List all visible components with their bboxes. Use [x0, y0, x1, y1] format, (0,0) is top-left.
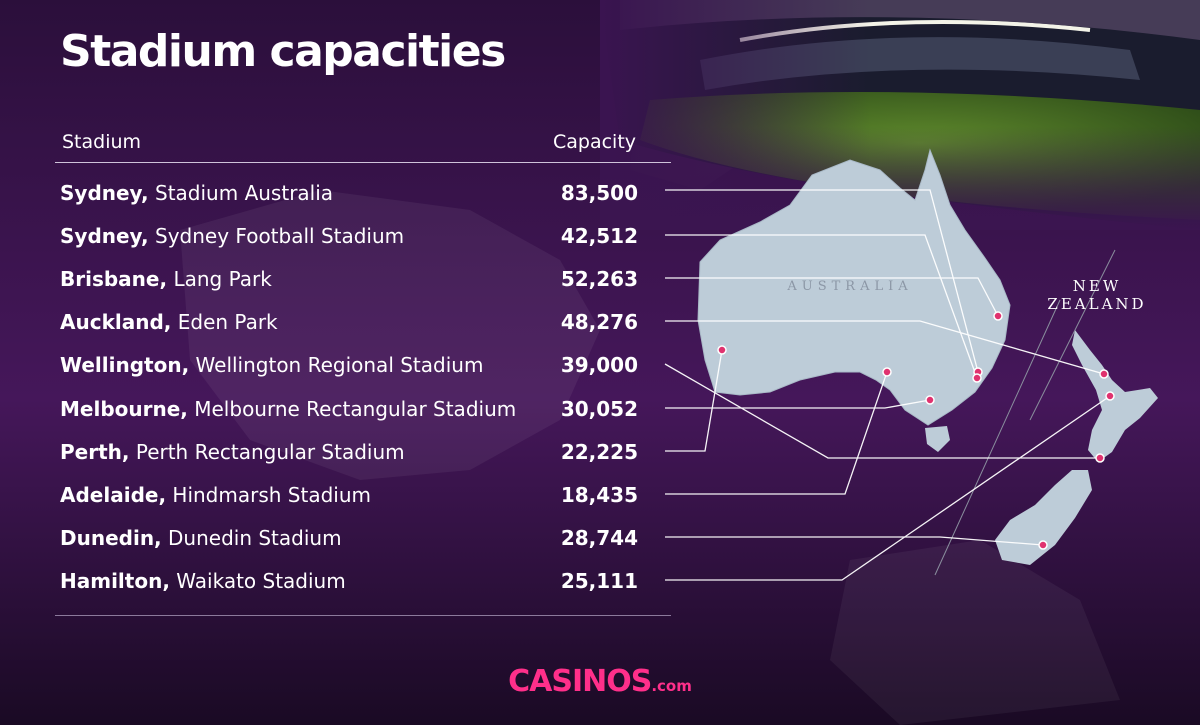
connector-line	[664, 363, 1100, 459]
connector-line	[665, 234, 978, 379]
row-capacity: 39,000	[560, 353, 638, 378]
column-header-stadium: Stadium	[62, 131, 142, 153]
row-city: Dunedin,	[60, 525, 162, 550]
row-capacity: 18,435	[560, 482, 638, 507]
row-city: Perth,	[60, 439, 130, 464]
new-zealand-north-island	[1072, 330, 1158, 462]
row-capacity: 83,500	[560, 181, 638, 205]
marker-auckland	[1099, 369, 1109, 379]
australia-landmass	[697, 148, 1011, 426]
row-city: Adelaide,	[60, 482, 167, 507]
map-boundary-line	[1029, 249, 1116, 421]
row-city: Auckland,	[60, 310, 172, 335]
row-stadium: Wellington Regional Stadium	[195, 353, 484, 378]
faint-landmass	[830, 540, 1120, 725]
table-row: Dunedin, Dunedin Stadium 28,744	[60, 523, 640, 553]
row-capacity: 42,512	[560, 224, 638, 249]
row-stadium: Sydney Football Stadium	[155, 224, 405, 249]
table-row: Sydney, Stadium Australia 83,500	[60, 178, 640, 208]
marker-sydney-football-stadium	[972, 373, 982, 383]
table-row: Hamilton, Waikato Stadium 25,111	[60, 566, 640, 596]
row-stadium: Waikato Stadium	[176, 568, 346, 593]
row-capacity: 25,111	[560, 568, 638, 593]
table-bottom-divider	[55, 615, 671, 616]
row-stadium: Eden Park	[177, 310, 278, 335]
marker-hamilton	[1105, 391, 1115, 401]
brand-tld: .com	[651, 677, 692, 695]
row-capacity: 22,225	[560, 439, 638, 464]
stadium-markers	[717, 311, 1115, 550]
table-row: Melbourne, Melbourne Rectangular Stadium…	[60, 394, 640, 424]
row-city: Sydney,	[60, 224, 149, 249]
brand-name: CASINOS	[508, 664, 652, 699]
row-stadium: Melbourne Rectangular Stadium	[194, 396, 517, 421]
row-stadium: Lang Park	[173, 267, 272, 292]
connector-line	[665, 371, 888, 495]
marker-wellington	[1095, 453, 1105, 463]
row-city: Hamilton,	[60, 568, 170, 593]
connector-line	[665, 536, 1044, 546]
connector-line	[665, 277, 999, 317]
new-zealand-map-label-line1: NEW	[1073, 277, 1122, 295]
table-row: Wellington, Wellington Regional Stadium 3…	[60, 350, 640, 380]
row-capacity: 48,276	[560, 310, 638, 335]
connector-line	[665, 395, 1111, 581]
marker-dunedin	[1038, 540, 1048, 550]
row-capacity: 28,744	[560, 525, 638, 550]
row-capacity: 30,052	[560, 396, 638, 421]
map-boundary-line	[934, 299, 1061, 576]
casinos-logo: CASINOS.com	[0, 664, 1200, 699]
row-city: Sydney,	[60, 181, 149, 205]
marker-melbourne	[925, 395, 935, 405]
connector-line	[665, 399, 931, 409]
row-city: Melbourne,	[60, 396, 188, 421]
row-stadium: Stadium Australia	[155, 181, 334, 205]
row-stadium: Dunedin Stadium	[168, 525, 342, 550]
connector-line	[665, 189, 979, 373]
new-zealand-south-island	[995, 470, 1092, 565]
row-capacity: 52,263	[560, 267, 638, 292]
column-header-capacity: Capacity	[553, 131, 637, 153]
marker-adelaide	[882, 367, 892, 377]
table-row: Perth, Perth Rectangular Stadium 22,225	[60, 437, 640, 467]
table-row: Brisbane, Lang Park 52,263	[60, 264, 640, 294]
australia-map-label: AUSTRALIA	[786, 279, 912, 294]
connector-line	[665, 349, 723, 452]
row-city: Wellington,	[60, 353, 190, 378]
tasmania-landmass	[925, 426, 950, 452]
connector-lines	[664, 189, 1111, 581]
connector-line	[665, 320, 1105, 375]
table-row: Sydney, Sydney Football Stadium 42,512	[60, 221, 640, 251]
page-title: Stadium capacities	[60, 26, 506, 77]
marker-brisbane	[993, 311, 1003, 321]
marker-perth	[717, 345, 727, 355]
table-row: Adelaide, Hindmarsh Stadium 18,435	[60, 480, 640, 510]
table-row: Auckland, Eden Park 48,276	[60, 307, 640, 337]
row-city: Brisbane,	[60, 267, 168, 292]
header-divider	[55, 162, 671, 163]
new-zealand-map-label-line2: ZEALAND	[1047, 295, 1146, 313]
row-stadium: Perth Rectangular Stadium	[135, 439, 405, 464]
row-stadium: Hindmarsh Stadium	[172, 482, 371, 507]
faint-landmass	[180, 190, 600, 480]
